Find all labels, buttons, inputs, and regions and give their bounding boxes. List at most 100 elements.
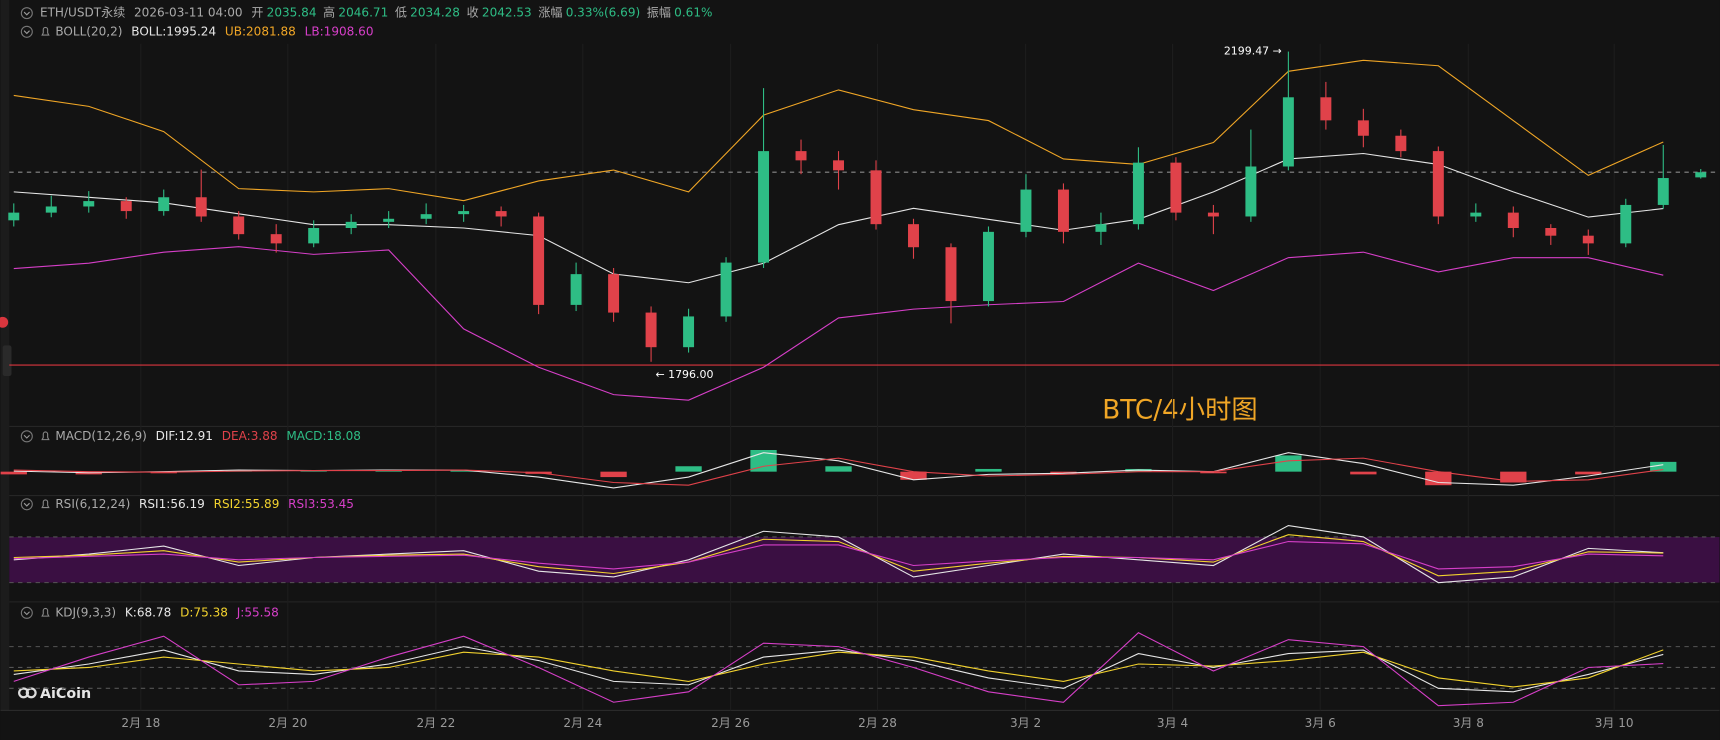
- candle-body: [795, 151, 807, 161]
- candle-body: [1582, 235, 1594, 244]
- candle-body: [833, 160, 844, 171]
- header-text: 振幅: [647, 5, 671, 20]
- macd-bar: [0, 471, 27, 475]
- collapse-icon: [20, 25, 33, 38]
- price-annotation: 2199.47 →: [1224, 45, 1282, 58]
- macd-bar: [900, 471, 927, 480]
- indicator-line: [13, 534, 1664, 577]
- candle-body: [1545, 228, 1557, 236]
- header-text: LB:1908.60: [305, 24, 374, 38]
- candle-body: [1020, 189, 1032, 232]
- candle-body: [158, 197, 170, 212]
- candle-body: [683, 316, 695, 348]
- macd-bar: [1500, 471, 1527, 483]
- header-text: RSI1:56.19: [139, 497, 205, 511]
- x-tick-label: 3月 2: [1010, 716, 1041, 730]
- indicator-line: [13, 632, 1664, 707]
- header-text: RSI2:55.89: [214, 497, 280, 511]
- candle-body: [1470, 212, 1482, 217]
- candle-body: [1207, 212, 1219, 217]
- candle-body: [1282, 97, 1294, 167]
- header-text: 收: [467, 6, 479, 20]
- x-tick-label: 2月 26: [711, 716, 750, 730]
- candle-body: [120, 201, 132, 212]
- candle-body: [195, 197, 207, 217]
- candle-body: [458, 211, 470, 215]
- indicator-line: [13, 540, 1664, 570]
- header-text: RSI(6,12,24): [55, 497, 130, 511]
- header-text: 2046.71: [338, 6, 388, 20]
- indicator-line: [13, 152, 1664, 284]
- header-text: DEA:3.88: [222, 429, 278, 443]
- header-text: J:55.58: [236, 605, 279, 619]
- header-text: 2026-03-11 04:00: [134, 6, 243, 20]
- header-text: D:75.38: [180, 605, 228, 619]
- watermark: BTC/4小时图: [1102, 396, 1257, 426]
- candle-body: [1132, 162, 1144, 225]
- indicator-line: [13, 457, 1664, 486]
- candle-body: [1620, 204, 1632, 244]
- header-text: KDJ(9,3,3): [55, 605, 116, 619]
- candle-body: [1507, 212, 1519, 229]
- collapse-icon: [20, 606, 33, 619]
- candle-body: [1095, 224, 1107, 232]
- header-text: BOLL:1995.24: [131, 24, 216, 38]
- candle-body: [570, 274, 582, 305]
- alert-dot[interactable]: [0, 316, 9, 328]
- macd-bar: [1050, 471, 1077, 474]
- x-tick-label: 2月 18: [121, 716, 160, 730]
- macd-bar: [675, 466, 702, 472]
- macd-bar: [1275, 455, 1302, 472]
- candle-body: [720, 262, 732, 317]
- macd-bar: [1425, 471, 1452, 486]
- header-text: BOLL(20,2): [55, 24, 122, 38]
- header-text: DIF:12.91: [156, 429, 213, 443]
- candle-body: [1695, 172, 1707, 178]
- candle-body: [1395, 135, 1407, 152]
- x-tick-label: 2月 28: [858, 716, 897, 730]
- candle-body: [1432, 151, 1444, 217]
- collapse-icon: [23, 502, 30, 507]
- header-text: ETH/USDT永续: [40, 6, 125, 20]
- macd-bar: [1575, 471, 1602, 475]
- candle-body: [533, 216, 545, 305]
- x-tick-label: 2月 24: [563, 716, 602, 730]
- x-tick-label: 3月 4: [1157, 716, 1188, 730]
- candle-body: [945, 247, 957, 302]
- indicator-line: [13, 59, 1664, 202]
- macd-bar: [300, 471, 327, 472]
- macd-bar: [450, 470, 477, 472]
- collapse-icon: [20, 430, 33, 443]
- candle-body: [383, 218, 395, 222]
- macd-bar: [825, 466, 852, 472]
- collapse-icon: [23, 30, 30, 35]
- collapse-icon: [20, 498, 33, 511]
- x-tick-label: 3月 6: [1305, 716, 1336, 730]
- candle-body: [8, 212, 20, 221]
- alert-icon: [41, 607, 50, 617]
- candle-body: [345, 221, 357, 229]
- header-text: K:68.78: [125, 605, 171, 619]
- collapse-icon: [23, 611, 30, 616]
- header-text: 2035.84: [267, 6, 317, 20]
- alert-icon: [41, 431, 50, 441]
- candle-body: [908, 224, 919, 248]
- candle-body: [1320, 97, 1332, 121]
- alert-icon: [41, 26, 50, 36]
- collapse-icon: [20, 7, 33, 20]
- rsi-band: [9, 536, 1720, 583]
- side-handle[interactable]: [2, 345, 12, 377]
- alert-icon: [41, 499, 50, 509]
- macd-bar: [975, 468, 1002, 472]
- candle-body: [270, 234, 282, 244]
- header-text: 2034.28: [410, 6, 460, 20]
- macd-bar: [1200, 471, 1227, 474]
- candle-body: [420, 214, 432, 219]
- collapse-icon: [23, 434, 30, 439]
- macd-bar: [1650, 461, 1677, 472]
- header-text: 0.61%: [674, 6, 712, 20]
- candle-body: [495, 211, 507, 217]
- macd-bar: [1350, 471, 1377, 475]
- header-text: MACD(12,26,9): [55, 429, 146, 443]
